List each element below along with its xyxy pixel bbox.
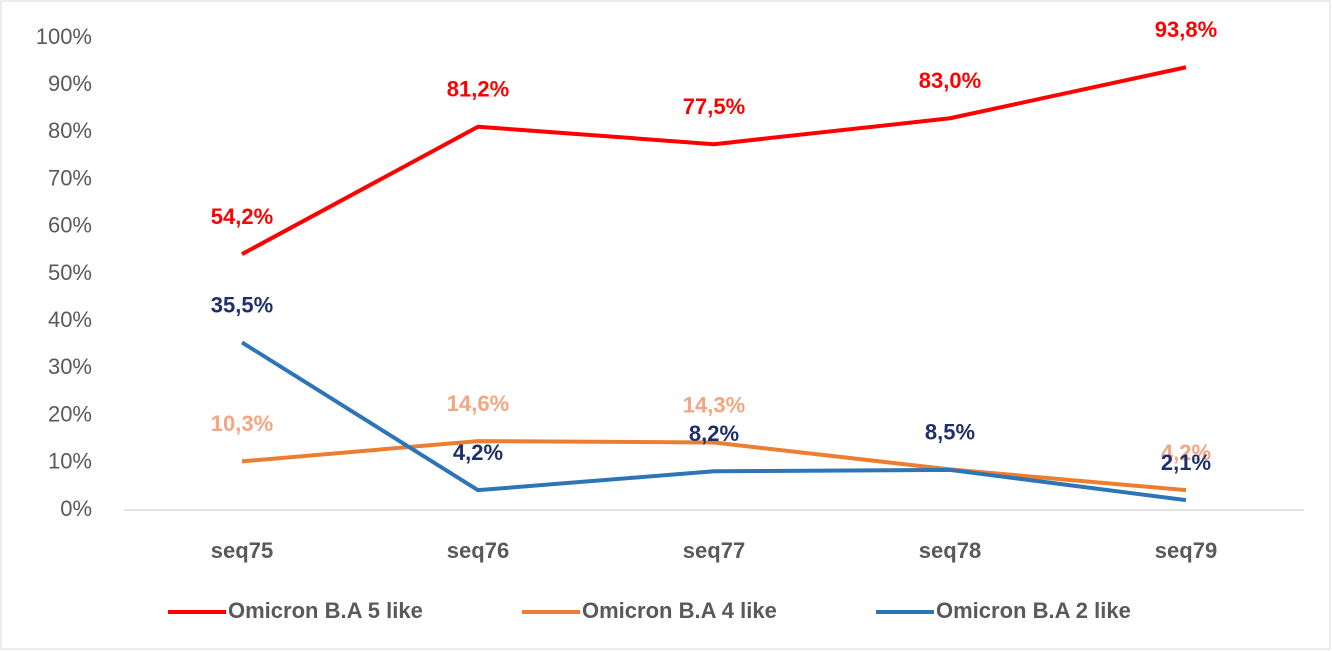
y-tick-label: 0% (60, 496, 92, 521)
legend-label: Omicron B.A 5 like (228, 598, 423, 623)
series-line (241, 65, 1187, 256)
x-tick-label: seq75 (211, 538, 273, 563)
x-tick-label: seq76 (447, 538, 509, 563)
data-label: 81,2% (447, 77, 509, 102)
y-tick-label: 70% (48, 165, 92, 190)
data-label: 83,0% (919, 68, 981, 93)
x-tick-label: seq78 (919, 538, 981, 563)
data-label: 35,5% (211, 292, 273, 317)
data-label: 4,2% (1161, 440, 1211, 465)
y-tick-label: 90% (48, 71, 92, 96)
x-tick-label: seq77 (683, 538, 745, 563)
data-label: 10,3% (211, 411, 273, 436)
legend-label: Omicron B.A 4 like (582, 598, 777, 623)
data-label: 8,5% (925, 420, 975, 445)
data-label: 2,1% (1161, 450, 1211, 475)
y-tick-label: 80% (48, 118, 92, 143)
y-tick-label: 50% (48, 260, 92, 285)
x-tick-label: seq79 (1155, 538, 1217, 563)
y-tick-label: 60% (48, 213, 92, 238)
data-label: 54,2% (211, 204, 273, 229)
series-line (241, 439, 1187, 493)
y-tick-label: 100% (36, 24, 92, 49)
y-tick-label: 40% (48, 307, 92, 332)
data-label: 14,6% (447, 391, 509, 416)
data-label: 4,2% (453, 440, 503, 465)
data-label: 8,2% (689, 421, 739, 446)
data-label: 14,3% (683, 392, 745, 417)
data-label: 77,5% (683, 94, 745, 119)
y-tick-label: 30% (48, 354, 92, 379)
y-tick-label: 20% (48, 401, 92, 426)
series-line (240, 340, 1187, 503)
y-tick-label: 10% (48, 449, 92, 474)
legend-label: Omicron B.A 2 like (936, 598, 1131, 623)
data-label: 93,8% (1155, 17, 1217, 42)
